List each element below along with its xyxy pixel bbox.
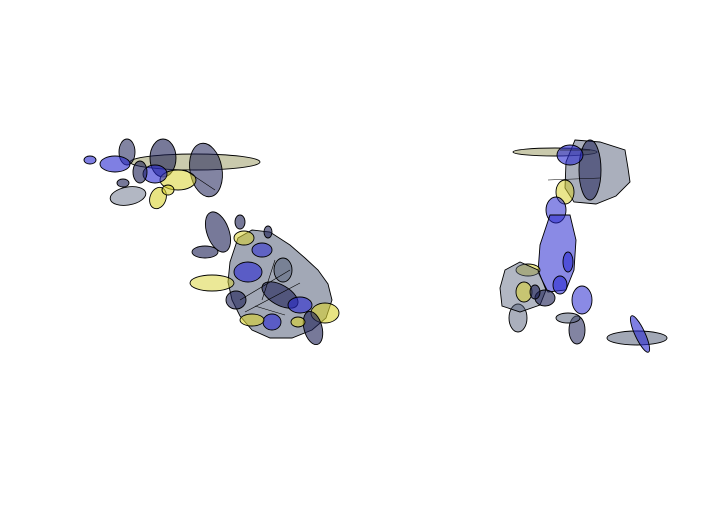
slate-ellipse [273,257,293,283]
slate-ellipse [555,312,581,324]
blue-ellipse [629,315,651,353]
blue-ellipse [552,275,568,295]
navy-ellipse [263,225,273,239]
navy-ellipse [529,284,541,300]
navy-ellipse [204,211,232,253]
blue-ellipse [287,296,313,314]
thin-line [254,305,286,316]
blue-ellipse [99,155,131,173]
yellow-ellipse [233,230,255,246]
yellow-ellipse [149,186,167,210]
blue-ellipse [251,242,273,258]
navy-ellipse [191,245,219,259]
blue-ellipse [233,261,263,283]
slate-ellipse [109,186,147,206]
yellow-ellipse [189,274,235,292]
navy-ellipse [132,160,148,184]
yellow-ellipse [161,184,175,196]
center-cluster [189,211,340,346]
thin-line [547,177,601,181]
blue-ellipse [556,144,584,166]
thin-line [261,259,276,301]
blue-ellipse [262,313,282,331]
blue-ellipse [562,251,574,273]
yellow-ellipse [239,313,265,327]
thin-line [184,169,216,191]
right-cluster [499,139,668,353]
navy-ellipse [116,178,130,188]
navy-ellipse [302,310,324,346]
navy-ellipse [234,214,246,230]
left-cluster [83,138,261,210]
yellow-ellipse [290,316,306,328]
blue-ellipse [83,155,97,165]
navy-ellipse [225,290,247,310]
yellow-ellipse [515,263,541,277]
navy-ellipse [578,139,602,201]
blue-ellipse [571,285,593,315]
thin-line [244,282,301,313]
thin-line [239,269,291,301]
